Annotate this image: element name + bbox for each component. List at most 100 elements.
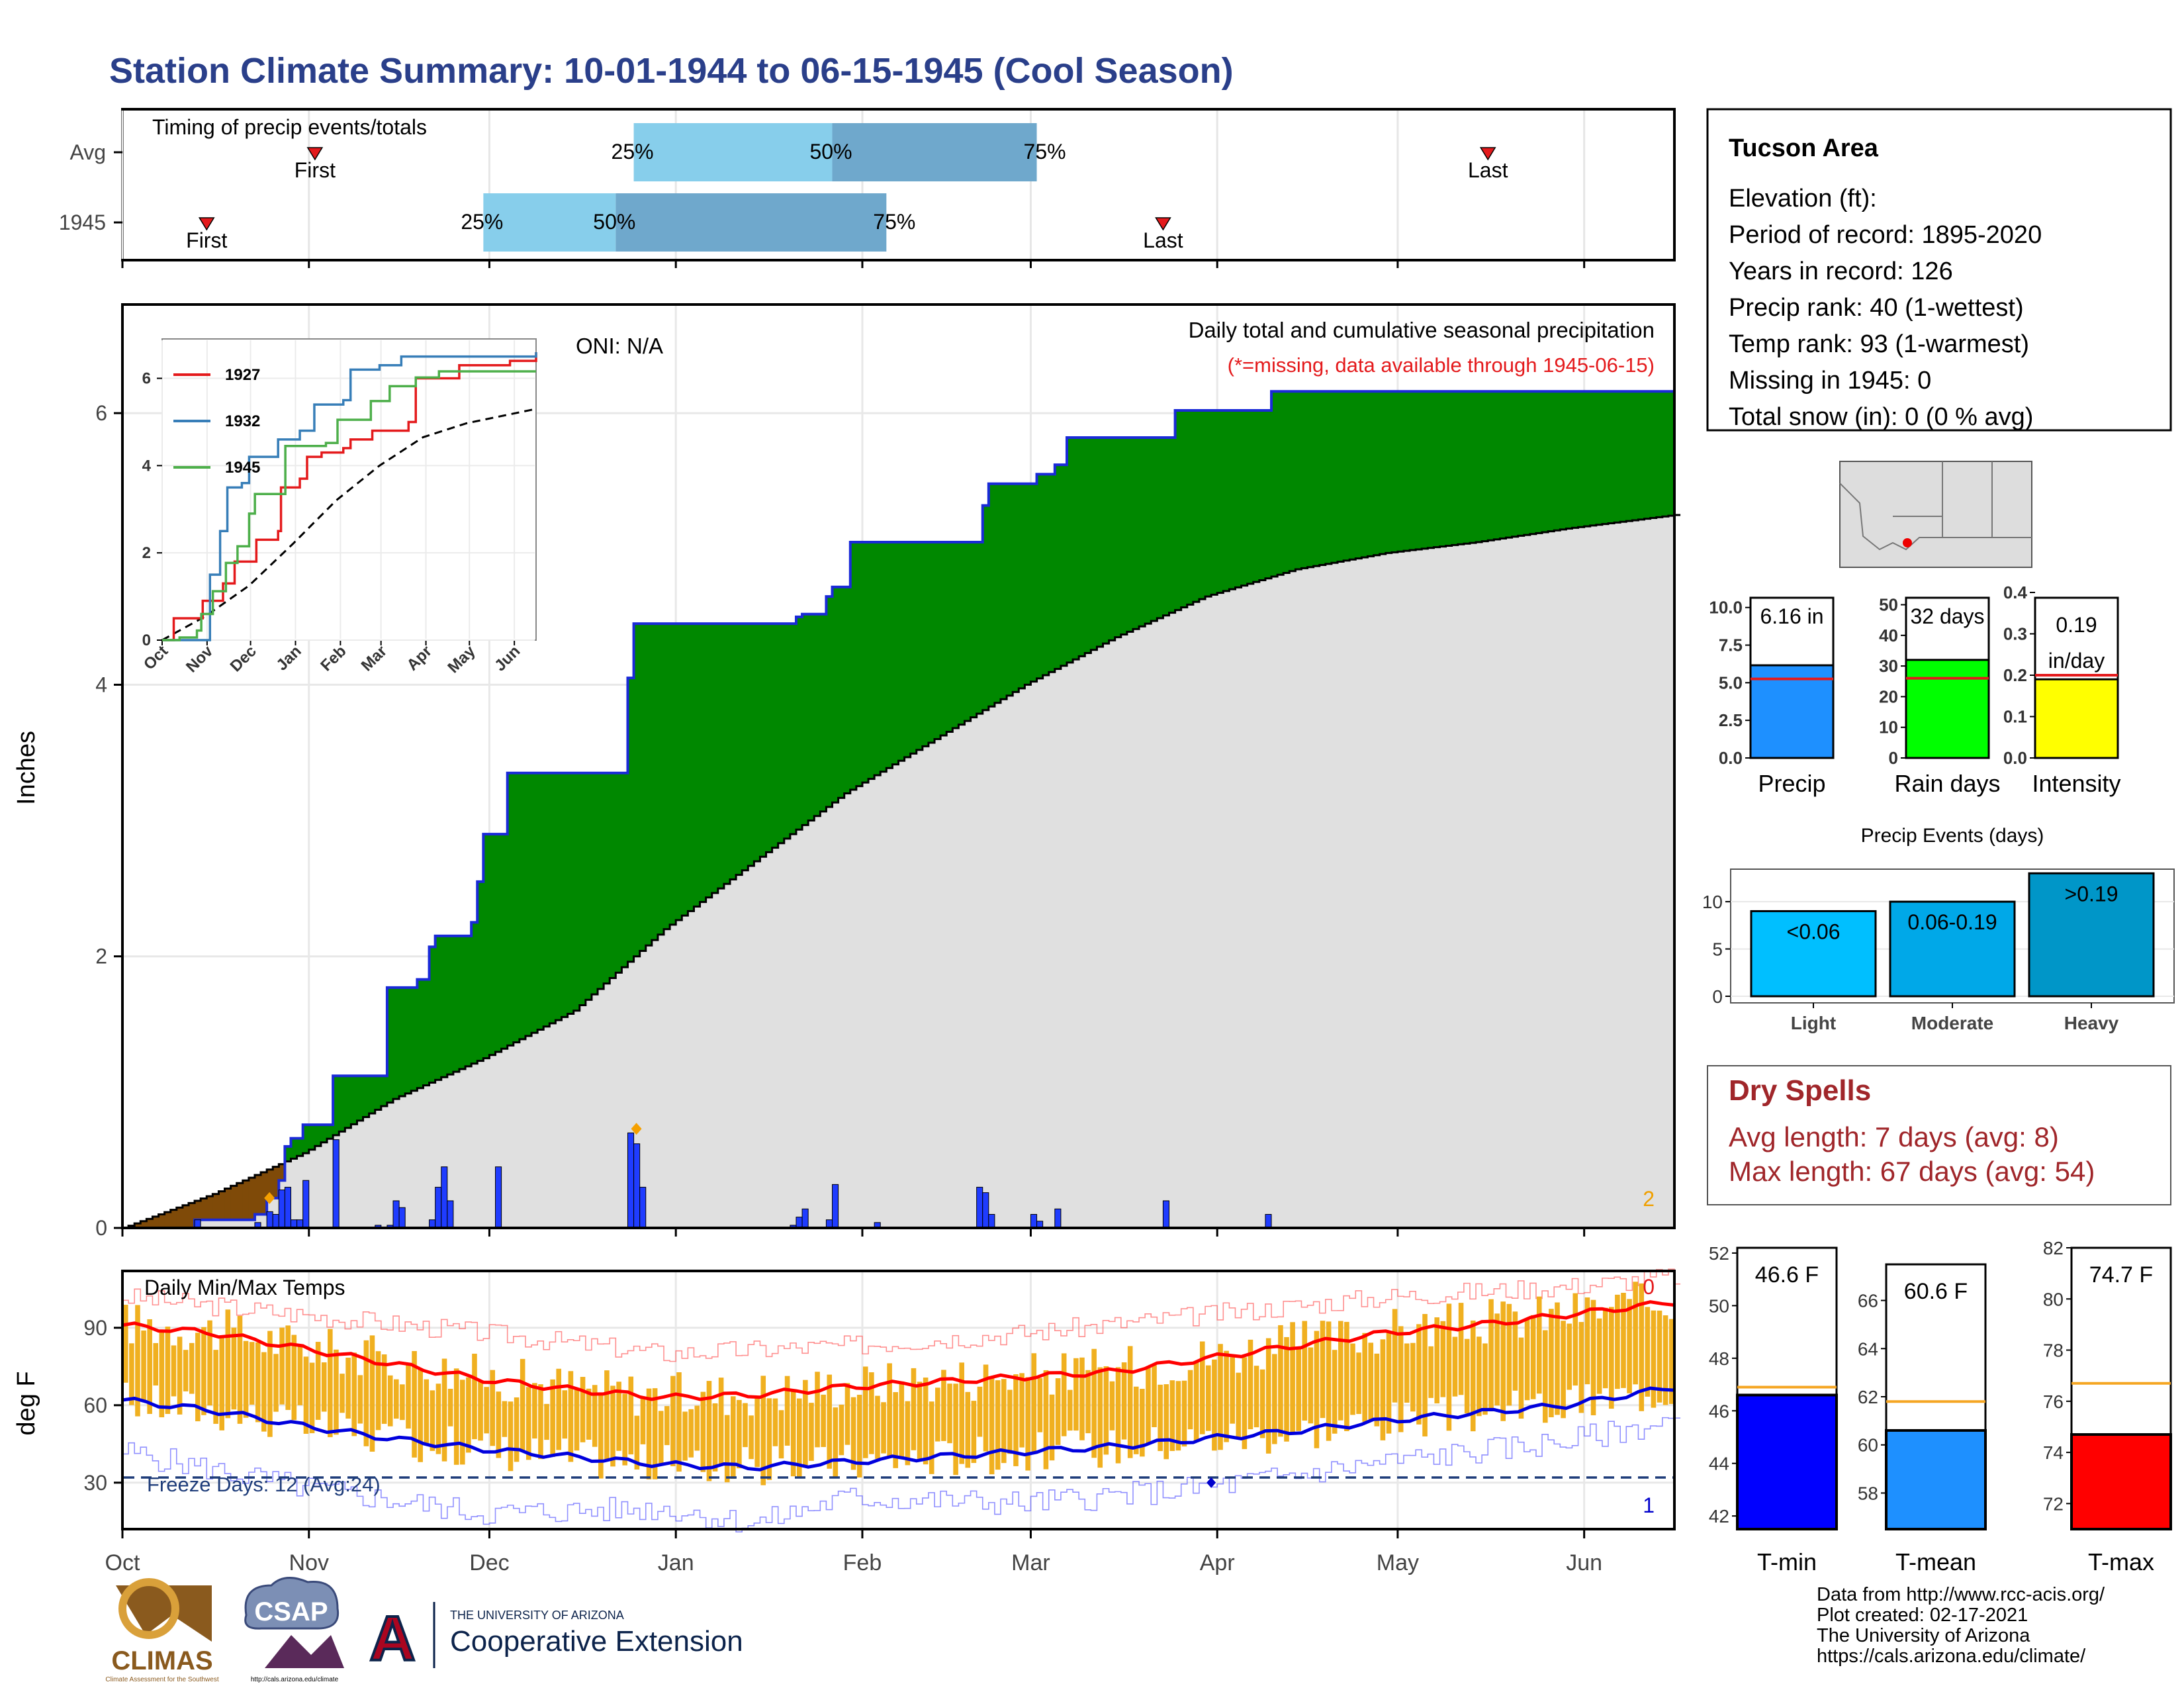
surplus-area [465, 935, 472, 1066]
surplus-area [1379, 391, 1387, 555]
deficit-area [254, 1174, 261, 1215]
surplus-area [910, 542, 917, 754]
summary-y-tick-label: 10 [1879, 718, 1898, 737]
summary-y-tick-label: 0.2 [2003, 665, 2027, 685]
surplus-area [1331, 391, 1338, 563]
deficit-area [206, 1196, 213, 1220]
daily-temp-bar [219, 1336, 225, 1430]
daily-temp-bar [1296, 1348, 1301, 1431]
daily-temp-bar [1140, 1389, 1145, 1457]
record-high-count: 0 [1643, 1275, 1655, 1299]
footer-url: https://cals.arizona.edu/climate/ [1817, 1646, 2086, 1667]
surplus-area [555, 773, 563, 1021]
timing-pct-25: 25% [461, 210, 503, 234]
precip-events-chart: Precip Events (days) 0 5 10 <0.06 Light 0.06-… [1702, 825, 2175, 1033]
temp-summary-label-T-max: T-max [2088, 1548, 2154, 1575]
daily-precip-bar [272, 1213, 279, 1229]
surplus-area [1638, 391, 1645, 520]
surplus-area [1139, 438, 1146, 627]
daily-temp-bar [1133, 1386, 1139, 1454]
timing-pct-25: 25% [612, 140, 654, 164]
summary-y-tick-label: 30 [1879, 656, 1898, 676]
daily-temp-bar [1344, 1321, 1349, 1431]
inset-legend-label: 1945 [225, 459, 260, 477]
daily-temp-bar [231, 1327, 237, 1410]
surplus-area [357, 1076, 364, 1121]
temp-summary-y-tick-label: 62 [1858, 1387, 1878, 1407]
events-bar-Light [1750, 910, 1877, 998]
daily-temp-bar [141, 1330, 146, 1403]
surplus-area [375, 1076, 382, 1110]
deficit-area [201, 1198, 207, 1220]
timing-bar-50-75 [615, 193, 887, 252]
daily-temp-bar [1572, 1293, 1578, 1386]
station-temp-rank: Temp rank: 93 (1-warmest) [1729, 330, 2029, 358]
precip-y-tick-label: 0 [95, 1216, 107, 1240]
surplus-area [1596, 391, 1603, 525]
daily-temp-bar [153, 1342, 159, 1386]
map-frame [1839, 461, 2032, 568]
summary-y-tick-label: 0.4 [2003, 583, 2028, 602]
surplus-area [519, 773, 526, 1039]
climas-sun-icon [118, 1578, 179, 1639]
surplus-area [1410, 391, 1416, 551]
daily-temp-bar [525, 1387, 531, 1460]
daily-temp-bar [406, 1364, 411, 1429]
ua-name: THE UNIVERSITY OF ARIZONA [450, 1609, 624, 1622]
deficit-area [146, 1219, 154, 1228]
temp-summary-y-tick-label: 52 [1709, 1243, 1729, 1264]
surplus-area [1103, 438, 1110, 644]
daily-temp-bar [796, 1398, 802, 1478]
daily-precip-bar [278, 1190, 285, 1229]
surplus-area [922, 542, 929, 747]
temp-summary-y-tick-label: 80 [2043, 1289, 2064, 1309]
surplus-area [1175, 410, 1182, 610]
daily-temp-bar [357, 1375, 363, 1424]
temp-y-tick-label: 60 [83, 1393, 107, 1417]
daily-precip-bar [976, 1186, 983, 1229]
surplus-area [627, 678, 635, 962]
surplus-area [1656, 391, 1663, 518]
surplus-area [1494, 391, 1501, 539]
surplus-area [958, 542, 966, 725]
daily-temp-bar [207, 1320, 212, 1406]
surplus-area [598, 773, 604, 989]
surplus-area [381, 1076, 388, 1107]
deficit-area [230, 1186, 238, 1220]
temp-summary-y-tick-label: 50 [1709, 1295, 1729, 1316]
page-title: Station Climate Summary: 10-01-1944 to 0… [109, 51, 1234, 91]
surplus-area [1325, 391, 1332, 564]
daily-temp-bar [778, 1410, 784, 1459]
daily-temp-bar [1374, 1353, 1380, 1427]
inset-normal-line [161, 408, 537, 641]
daily-temp-bar [731, 1396, 736, 1479]
surplus-area [1235, 410, 1242, 588]
deficit-area [212, 1194, 220, 1220]
surplus-area [351, 1076, 358, 1125]
daily-temp-bar [394, 1379, 399, 1419]
timing-pct-50: 50% [809, 140, 852, 164]
inset-legend-label: 1932 [225, 412, 260, 430]
precip-y-axis: 0 2 4 6 [95, 401, 1586, 1240]
daily-temp-bar [862, 1366, 868, 1458]
dry-avg-length: Avg length: 7 days (avg: 8) [1729, 1121, 2059, 1152]
surplus-area [1042, 474, 1050, 676]
daily-precip-bar [832, 1184, 839, 1229]
surplus-area [754, 624, 761, 862]
daily-temp-bar [1602, 1307, 1608, 1389]
daily-temp-bar [1284, 1336, 1289, 1442]
record-precip-marker [631, 1123, 642, 1135]
deficit-area [182, 1205, 189, 1228]
daily-temp-bar [1175, 1381, 1181, 1451]
daily-temp-bar [412, 1350, 417, 1458]
surplus-area [1115, 438, 1122, 637]
csap-mountain-icon [265, 1635, 344, 1668]
record-low-count: 1 [1643, 1493, 1655, 1517]
month-tick-label: Feb [843, 1550, 882, 1575]
daily-temp-bar [147, 1319, 152, 1414]
daily-temp-bar [375, 1351, 381, 1430]
daily-temp-bar [586, 1388, 592, 1440]
surplus-area [880, 542, 887, 772]
temp-summary-value-T-mean: 60.6 F [1904, 1279, 1968, 1304]
timing-first-label: First [186, 228, 227, 252]
